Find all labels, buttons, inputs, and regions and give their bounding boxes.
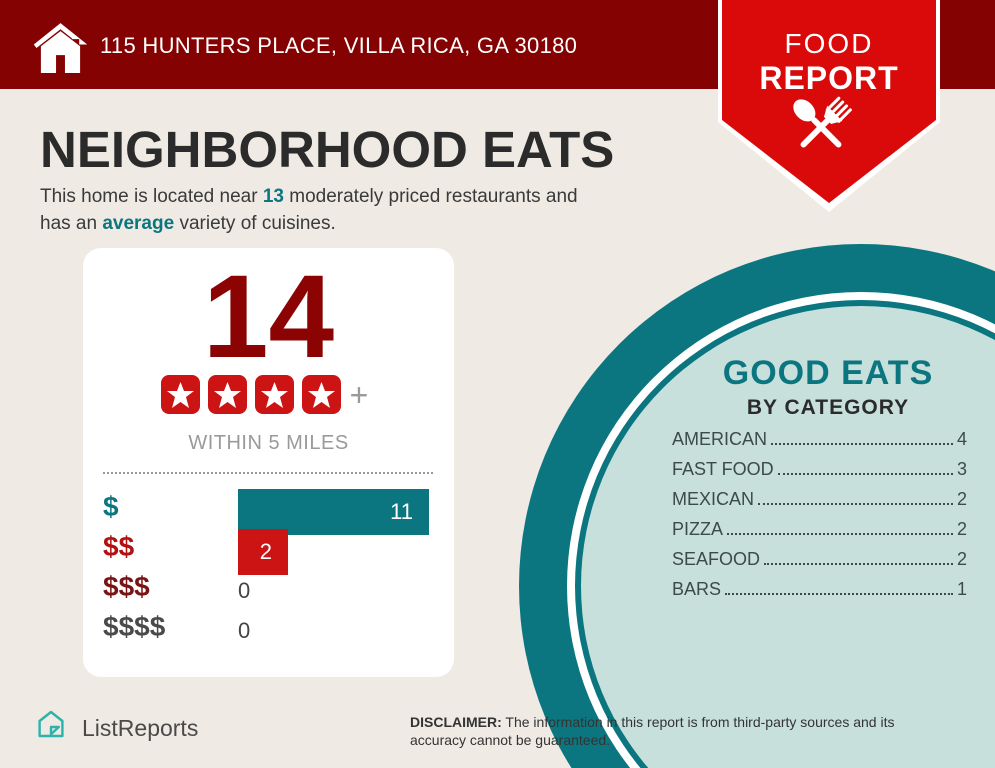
svg-text:+: + (350, 377, 369, 413)
